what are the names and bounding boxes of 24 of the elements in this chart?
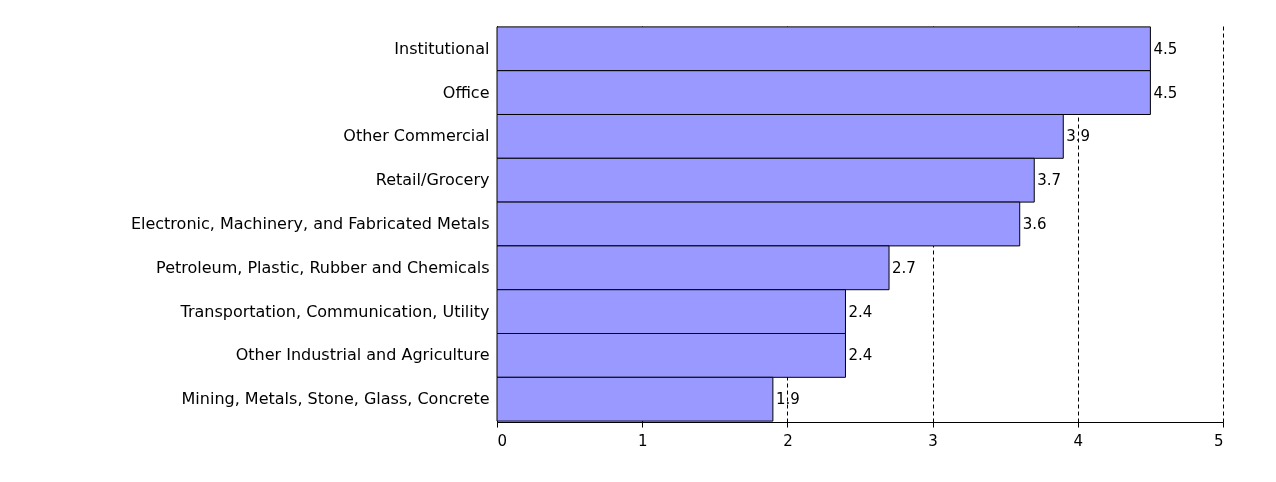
data-label: 4.5 xyxy=(1153,39,1178,58)
data-label: 4.5 xyxy=(1153,83,1178,102)
y-tick-label: Transportation, Communication, Utility xyxy=(179,301,490,321)
y-tick-label: Petroleum, Plastic, Rubber and Chemicals xyxy=(156,257,490,277)
data-label: 2.4 xyxy=(848,302,873,321)
data-label: 2.7 xyxy=(892,258,916,277)
y-tick-label: Mining, Metals, Stone, Glass, Concrete xyxy=(181,389,490,409)
x-tick-label: 1 xyxy=(637,431,648,450)
x-tick-label: 0 xyxy=(497,431,508,450)
data-label: 3.7 xyxy=(1037,171,1062,190)
x-tick-label: 3 xyxy=(928,431,938,450)
y-tick-label: Other Industrial and Agriculture xyxy=(235,345,490,365)
x-tick-label: 4 xyxy=(1073,431,1084,450)
y-tick-label: Electronic, Machinery, and Fabricated Metals xyxy=(130,214,490,233)
data-label: 1.9 xyxy=(775,390,800,409)
y-tick-label: Institutional xyxy=(394,38,490,58)
data-label: 2.4 xyxy=(848,346,873,365)
y-tick-label: Other Commercial xyxy=(343,126,490,146)
x-tick-label: 2 xyxy=(783,431,793,450)
x-tick-label: 5 xyxy=(1213,431,1224,450)
y-tick-label: Retail/Grocery xyxy=(375,170,490,190)
y-tick-label: Office xyxy=(442,82,490,102)
data-label: 3.6 xyxy=(1022,215,1047,233)
data-label: 3.9 xyxy=(1066,127,1091,146)
